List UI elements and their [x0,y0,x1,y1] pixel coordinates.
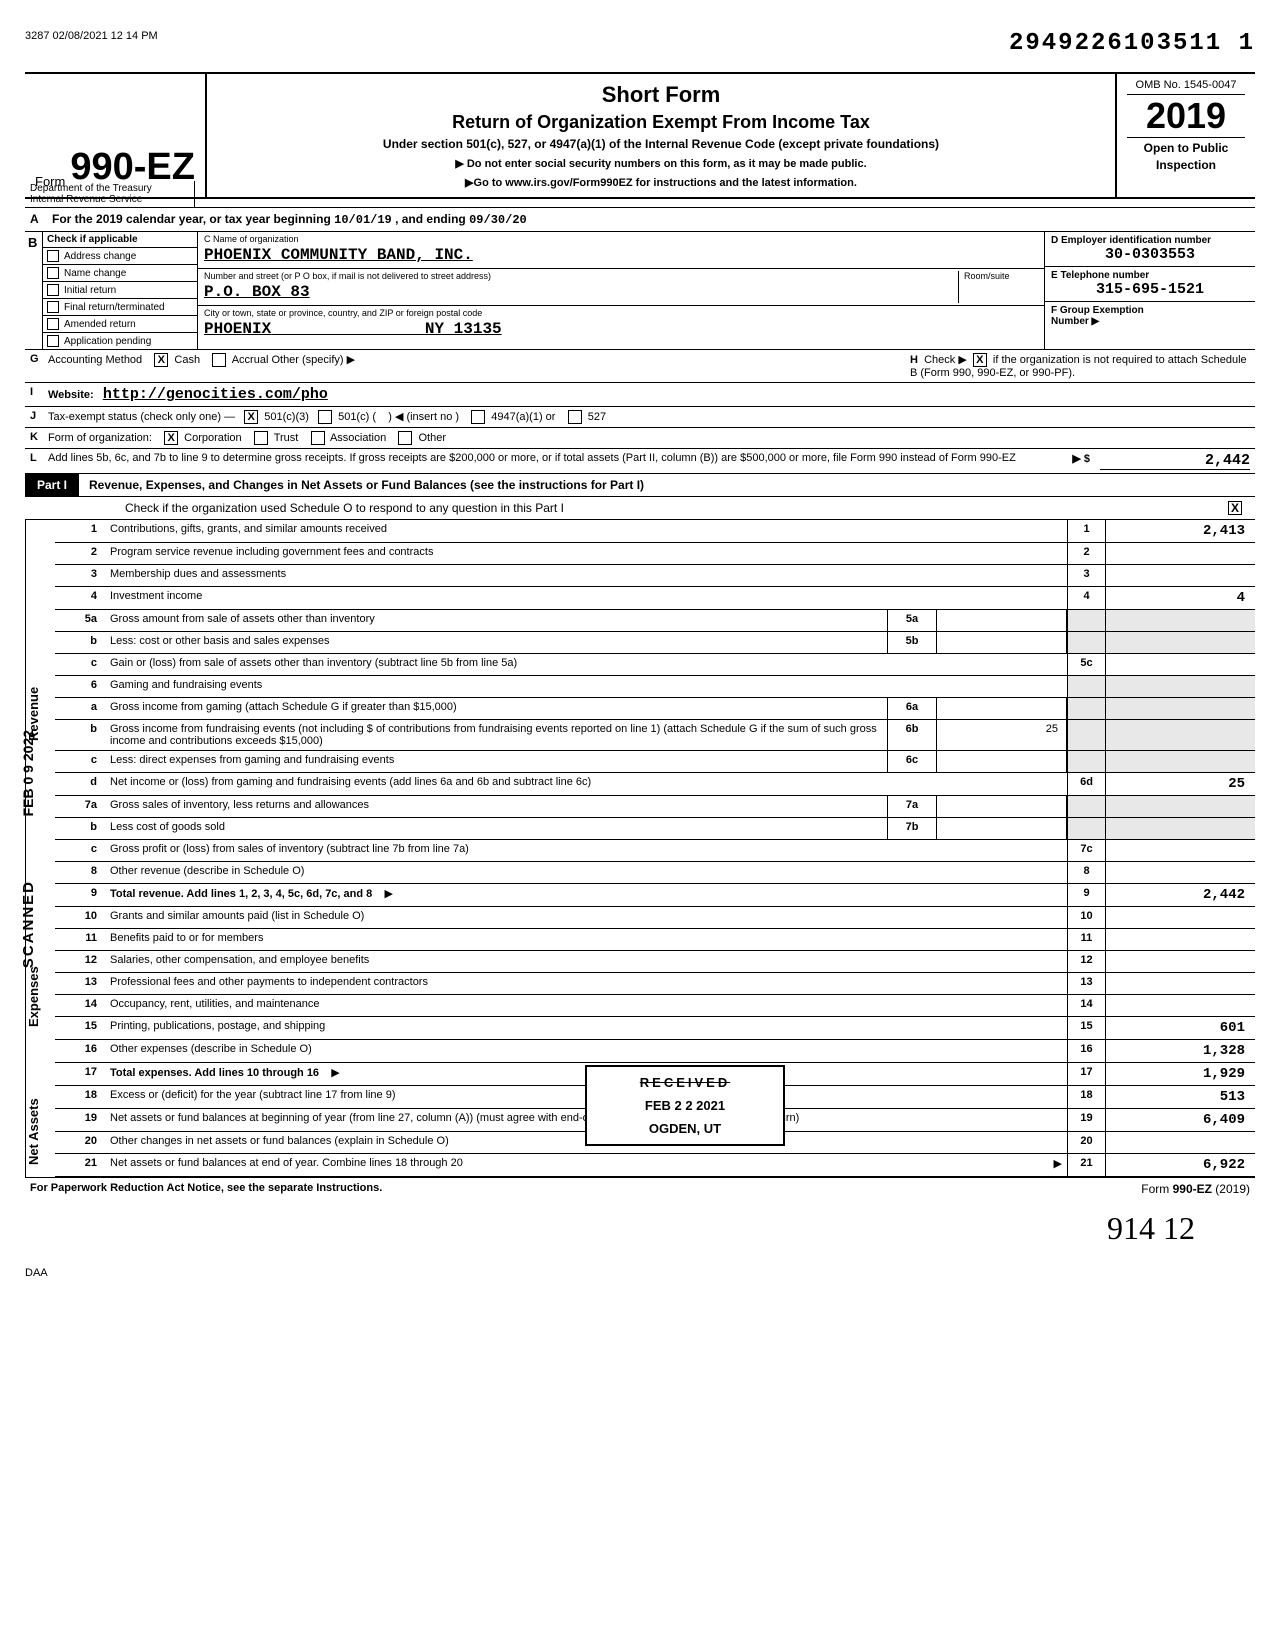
checkbox-4947[interactable] [471,410,485,424]
org-name: PHOENIX COMMUNITY BAND, INC. [204,244,1038,266]
checkbox-initial[interactable] [47,284,59,296]
checkbox-schedule-o[interactable]: X [1228,501,1242,515]
top-bar: 3287 02/08/2021 12 14 PM 2949226103511 1 [25,30,1255,57]
part-1-note: Check if the organization used Schedule … [25,497,1255,520]
scanned-stamp: SCANNED [20,880,37,968]
year-cell: OMB No. 1545-0047 2019 Open to Public In… [1115,74,1255,197]
address: P.O. BOX 83 [204,281,958,303]
checkbox-trust[interactable] [254,431,268,445]
col-d: D Employer identification number 30-0303… [1045,232,1255,349]
checkbox-cash[interactable]: X [154,353,168,367]
checkbox-corp[interactable]: X [164,431,178,445]
handwritten-note: 914 12 [25,1210,1255,1247]
title-cell: Short Form Return of Organization Exempt… [207,74,1115,197]
checkbox-accrual[interactable] [212,353,226,367]
gross-receipts-value: 2,442 [1100,452,1250,470]
footer: For Paperwork Reduction Act Notice, see … [25,1177,1255,1200]
checkbox-address[interactable] [47,250,59,262]
checkbox-amended[interactable] [47,318,59,330]
daa-label: DAA [25,1267,1255,1279]
section-b: B Check if applicable Address change Nam… [25,232,1255,350]
checkbox-assoc[interactable] [311,431,325,445]
received-stamp: RECEIVED FEB 2 2 2021 OGDEN, UT [585,1065,785,1146]
checkbox-501c[interactable] [318,410,332,424]
revenue-label: Revenue [25,520,55,907]
line-j: J Tax-exempt status (check only one) — X… [25,407,1255,428]
netassets-label: Net Assets [25,1086,55,1177]
tracking-number: 2949226103511 1 [1009,30,1255,57]
checkbox-pending[interactable] [47,335,59,347]
phone: 315-695-1521 [1051,281,1249,298]
line-a: A For the 2019 calendar year, or tax yea… [25,208,1255,232]
checkbox-527[interactable] [568,410,582,424]
form-number-cell: Form 990-EZ [25,74,207,197]
line-g: G Accounting Method X Cash Accrual Other… [25,350,1255,383]
checkbox-name[interactable] [47,267,59,279]
checkbox-501c3[interactable]: X [244,410,258,424]
line-i: I Website: http://genocities.com/pho [25,383,1255,407]
line-k: K Form of organization: X Corporation Tr… [25,428,1255,449]
col-c: C Name of organization PHOENIX COMMUNITY… [198,232,1045,349]
part-1-header: Part I Revenue, Expenses, and Changes in… [25,474,1255,497]
line-l: L Add lines 5b, 6c, and 7b to line 9 to … [25,449,1255,474]
doc-id: 3287 02/08/2021 12 14 PM [25,30,158,57]
checkbox-h[interactable]: X [973,353,987,367]
form-header: Form 990-EZ Short Form Return of Organiz… [25,72,1255,199]
scan-date-stamp: FEB 0 9 2022 [20,730,36,816]
city-state-zip: PHOENIX NY 13135 [204,318,1038,340]
website: http://genocities.com/pho [103,386,328,403]
col-b-checks: Check if applicable Address change Name … [43,232,198,349]
checkbox-other[interactable] [398,431,412,445]
dept-row: Department of the Treasury Internal Reve… [25,181,1255,208]
ein: 30-0303553 [1051,246,1249,263]
checkbox-final[interactable] [47,301,59,313]
